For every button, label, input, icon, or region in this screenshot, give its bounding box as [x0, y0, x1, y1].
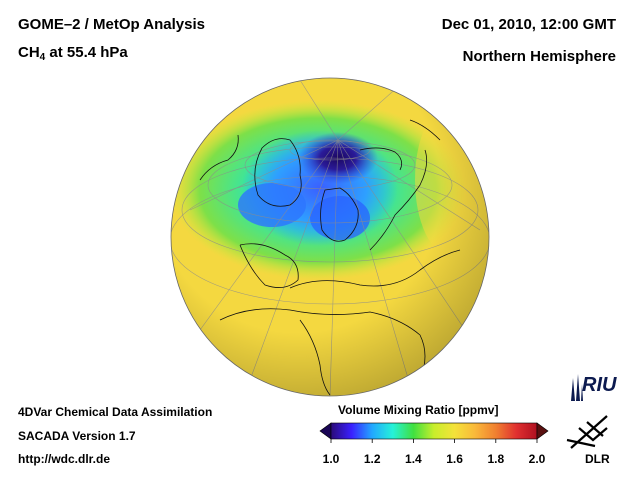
footer-url-link[interactable]: http://wdc.dlr.de — [18, 452, 110, 466]
colorbar-tick-label: 1.6 — [446, 452, 463, 466]
species-main: CH — [18, 44, 40, 61]
map-title: GOME–2 / MetOp Analysis — [18, 16, 205, 33]
colorbar: 1.0 1.2 1.4 1.6 1.8 2.0 — [319, 422, 549, 466]
footer-version: SACADA Version 1.7 — [18, 429, 136, 443]
colorbar-title: Volume Mixing Ratio [ppmv] — [338, 403, 499, 417]
species-level: at 55.4 hPa — [45, 44, 128, 61]
species-subscript: 4 — [39, 52, 46, 63]
region-label: Northern Hemisphere — [462, 48, 616, 65]
dlr-logo-text: DLR — [585, 452, 610, 466]
dlr-logo-icon — [566, 415, 608, 449]
colorbar-tick-label: 2.0 — [529, 452, 546, 466]
colorbar-tick-label: 1.8 — [487, 452, 504, 466]
colorbar-low-arrow — [319, 422, 332, 440]
analysis-datetime: Dec 01, 2010, 12:00 GMT — [441, 16, 616, 33]
footer-method: 4DVar Chemical Data Assimilation — [18, 405, 213, 419]
colorbar-tick-label: 1.2 — [364, 452, 381, 466]
riu-logo-text: RIU — [582, 374, 617, 396]
riu-logo-icon — [571, 374, 583, 401]
colorbar-high-arrow — [536, 422, 549, 440]
colorbar-tick-label: 1.4 — [405, 452, 422, 466]
colorbar-gradient — [330, 422, 538, 440]
colorbar-tick-label: 1.0 — [323, 452, 340, 466]
species-label: CH4 at 55.4 hPa — [18, 44, 128, 63]
